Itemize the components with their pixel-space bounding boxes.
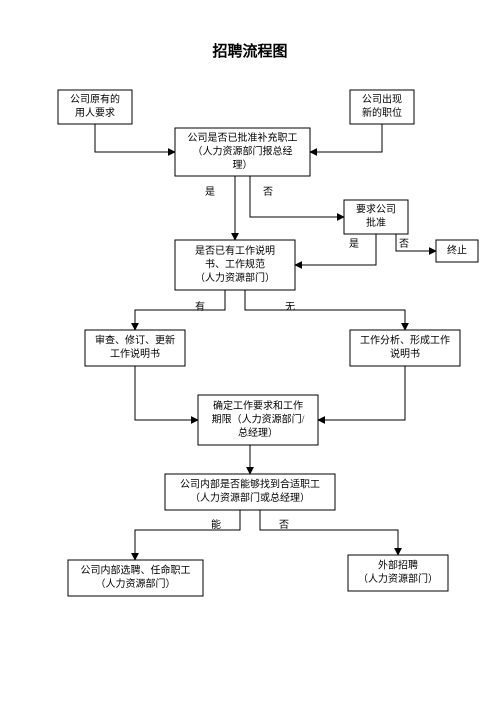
node-text: （人力资源部门） bbox=[96, 577, 176, 590]
node-text: 说明书 bbox=[390, 347, 420, 360]
node-text: 新的职位 bbox=[362, 106, 402, 119]
node-text: 是否已有工作说明 bbox=[195, 244, 275, 257]
node-text: 理） bbox=[233, 159, 253, 171]
node-text: 公司是否已批准补充职工 bbox=[188, 131, 298, 144]
node-text: 书、工作规范 bbox=[205, 257, 265, 270]
flow-node-n3: 公司是否已批准补充职工（人力资源部门报总经理） bbox=[175, 128, 310, 176]
node-text: 要求公司 bbox=[356, 204, 396, 216]
flow-node-n5: 终止 bbox=[436, 240, 478, 262]
edge bbox=[260, 510, 398, 555]
edge bbox=[135, 290, 225, 330]
flow-node-n9: 确定工作要求和工作期限（人力资源部门/总经理） bbox=[198, 395, 318, 445]
edge-label: 否 bbox=[279, 519, 289, 531]
node-text: 工作分析、形成工作 bbox=[360, 334, 450, 347]
edge-label: 否 bbox=[399, 238, 409, 250]
flow-node-n7: 审查、修订、更新工作说明书 bbox=[85, 330, 185, 366]
node-text: 期限（人力资源部门/ bbox=[212, 412, 305, 425]
node-text: 公司出现 bbox=[362, 93, 402, 106]
node-text: 公司原有的 bbox=[70, 93, 120, 106]
edge bbox=[318, 366, 405, 420]
node-text: 公司内部是否能够找到合适职工 bbox=[180, 478, 320, 491]
edge-label: 是 bbox=[349, 238, 359, 250]
edge-label: 否 bbox=[263, 186, 273, 198]
flow-node-n10: 公司内部是否能够找到合适职工（人力资源部门或总经理） bbox=[165, 474, 335, 510]
node-text: 外部招聘 bbox=[378, 559, 418, 572]
edge bbox=[135, 366, 198, 420]
edge bbox=[295, 234, 376, 265]
node-text: 审查、修订、更新 bbox=[95, 334, 175, 347]
flow-node-n11: 公司内部选聘、任命职工（人力资源部门） bbox=[68, 560, 203, 596]
flow-node-n4: 要求公司批准 bbox=[344, 200, 408, 234]
edge-label: 能 bbox=[211, 518, 221, 531]
edge bbox=[245, 290, 405, 330]
node-text: （人力资源部门） bbox=[358, 572, 438, 585]
edge bbox=[95, 124, 175, 152]
flow-node-n8: 工作分析、形成工作说明书 bbox=[350, 330, 460, 366]
node-text: 公司内部选聘、任命职工 bbox=[81, 564, 191, 577]
node-text: 确定工作要求和工作 bbox=[213, 399, 303, 412]
chart-title: 招聘流程图 bbox=[212, 42, 287, 60]
node-text: （人力资源部门或总经理） bbox=[190, 491, 310, 504]
node-text: 批准 bbox=[366, 216, 386, 229]
flowchart-canvas: 招聘流程图是否是否有无能否公司原有的用人要求公司出现新的职位公司是否已批准补充职… bbox=[0, 0, 500, 708]
node-text: 用人要求 bbox=[75, 107, 115, 119]
node-text: 总经理） bbox=[238, 426, 278, 439]
edge-label: 无 bbox=[285, 302, 295, 313]
node-text: 终止 bbox=[447, 243, 467, 256]
flow-node-n1: 公司原有的用人要求 bbox=[58, 90, 132, 124]
edge bbox=[310, 124, 382, 152]
flow-node-n12: 外部招聘（人力资源部门） bbox=[348, 555, 448, 591]
node-text: （人力资源部门） bbox=[195, 271, 275, 284]
flow-node-n6: 是否已有工作说明书、工作规范（人力资源部门） bbox=[175, 240, 295, 290]
edge-label: 是 bbox=[205, 186, 215, 198]
edge bbox=[135, 510, 240, 560]
node-text: 工作说明书 bbox=[110, 347, 160, 360]
edge-label: 有 bbox=[195, 300, 205, 313]
flow-node-n2: 公司出现新的职位 bbox=[350, 90, 414, 124]
node-text: （人力资源部门报总经 bbox=[193, 144, 293, 157]
